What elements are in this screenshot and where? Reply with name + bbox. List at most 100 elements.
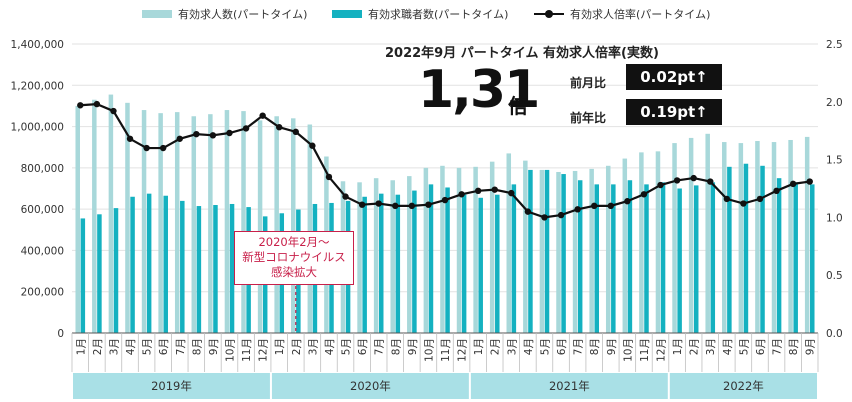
bar-seekers — [660, 182, 666, 333]
chart-title: 2022年9月 パートタイム 有効求人倍率(実数) — [385, 46, 659, 61]
ratio-point — [325, 173, 333, 181]
legend-item-openings: 有効求人数(パートタイム) — [142, 6, 307, 22]
covid-annotation: 2020年2月～ 新型コロナウイルス 感染拡大 — [234, 231, 354, 285]
ratio-point — [474, 187, 482, 195]
bar-seekers — [511, 184, 517, 333]
bar-openings — [191, 116, 197, 333]
y-left-tick-label: 200,000 — [21, 287, 64, 299]
bar-openings — [456, 167, 462, 333]
ratio-point — [557, 211, 565, 219]
x-tick-label: 4月 — [324, 338, 336, 355]
ratio-point — [773, 187, 780, 195]
bar-openings — [556, 171, 561, 333]
bar-seekers — [528, 169, 533, 333]
headline-unit: 倍 — [508, 94, 528, 118]
y-left-tick-label: 1,400,000 — [11, 39, 64, 51]
legend-label-seekers: 有効求職者数(パートタイム) — [368, 8, 509, 21]
ratio-point — [740, 200, 747, 207]
x-tick-label: 8月 — [390, 338, 402, 355]
x-tick-label: 5月 — [539, 338, 551, 355]
ratio-point — [425, 201, 432, 208]
x-tick-label: 5月 — [142, 338, 154, 355]
year-label: 2019年 — [151, 379, 192, 393]
bar-openings — [688, 137, 694, 333]
bar-openings — [771, 142, 777, 333]
ratio-point — [259, 112, 266, 119]
x-tick-label: 12月 — [656, 338, 668, 362]
bar-openings — [705, 133, 710, 333]
bar-openings — [407, 176, 412, 333]
y-left-tick-label: 1,000,000 — [11, 122, 64, 134]
ratio-point — [789, 180, 797, 188]
bar-seekers — [180, 200, 185, 333]
legend-item-seekers: 有効求職者数(パートタイム) — [332, 6, 508, 22]
bar-seekers — [776, 178, 782, 333]
x-tick-label: 5月 — [341, 338, 353, 355]
x-tick-label: 10月 — [423, 338, 435, 362]
ratio-point — [342, 193, 349, 200]
y-right-tick-label: 0.5 — [826, 270, 843, 282]
x-tick-label: 3月 — [506, 338, 518, 355]
year-label: 2022年 — [723, 379, 764, 393]
year-label: 2021年 — [549, 379, 590, 393]
bar-seekers — [594, 184, 599, 333]
bar-openings — [639, 152, 644, 333]
x-tick-label: 11月 — [440, 338, 452, 362]
x-tick-label: 4月 — [523, 338, 535, 355]
mom-label: 前月比 — [570, 76, 607, 90]
bar-seekers — [710, 182, 716, 333]
bar-seekers — [561, 174, 566, 333]
bar-seekers — [229, 203, 235, 333]
bar-seekers — [693, 185, 699, 333]
bar-seekers — [760, 165, 765, 333]
ratio-point — [707, 178, 714, 185]
ratio-point — [607, 202, 614, 210]
bar-openings — [622, 158, 628, 333]
legend-swatch-openings — [142, 10, 172, 18]
bar-seekers — [611, 184, 616, 333]
bar-openings — [722, 142, 727, 333]
bar-openings — [141, 110, 147, 333]
x-tick-label: 3月 — [705, 338, 717, 355]
bar-openings — [655, 151, 661, 333]
ratio-point — [673, 177, 681, 184]
bar-openings — [755, 141, 760, 333]
covid-annotation-line2: 新型コロナウイルス — [242, 250, 346, 264]
bar-openings — [423, 167, 429, 333]
y-left-tick-label: 400,000 — [21, 245, 64, 257]
x-tick-label: 9月 — [208, 338, 220, 355]
x-tick-label: 11月 — [639, 338, 651, 362]
ratio-point — [126, 135, 134, 142]
legend-label-ratio: 有効求人倍率(パートタイム) — [570, 8, 711, 21]
covid-annotation-line3: 感染拡大 — [271, 265, 317, 279]
ratio-point — [806, 178, 813, 185]
x-tick-label: 7月 — [175, 338, 187, 355]
x-tick-label: 3月 — [108, 338, 120, 355]
bar-openings — [75, 105, 80, 333]
bar-seekers — [677, 188, 682, 333]
ratio-point — [159, 144, 167, 152]
ratio-point — [392, 202, 399, 210]
ratio-point — [624, 198, 631, 205]
year-band — [73, 373, 270, 399]
bar-seekers — [793, 182, 798, 333]
x-tick-label: 8月 — [788, 338, 800, 355]
x-tick-label: 8月 — [191, 338, 203, 355]
x-tick-label: 12月 — [457, 338, 469, 362]
x-tick-label: 9月 — [805, 338, 817, 355]
bar-openings — [291, 118, 296, 333]
bar-openings — [738, 143, 744, 333]
bar-seekers — [412, 190, 417, 333]
bar-seekers — [97, 214, 102, 333]
ratio-point — [176, 135, 183, 142]
legend-label-openings: 有効求人数(パートタイム) — [178, 8, 308, 21]
bar-openings — [125, 102, 130, 333]
bar-openings — [506, 153, 512, 333]
ratio-point — [756, 195, 764, 203]
bar-seekers — [445, 187, 450, 333]
mom-value-badge: 0.02pt↑ — [626, 64, 722, 90]
ratio-point — [309, 142, 316, 149]
x-tick-label: 1月 — [672, 338, 684, 355]
bar-seekers — [495, 194, 500, 333]
bar-openings — [241, 111, 246, 333]
